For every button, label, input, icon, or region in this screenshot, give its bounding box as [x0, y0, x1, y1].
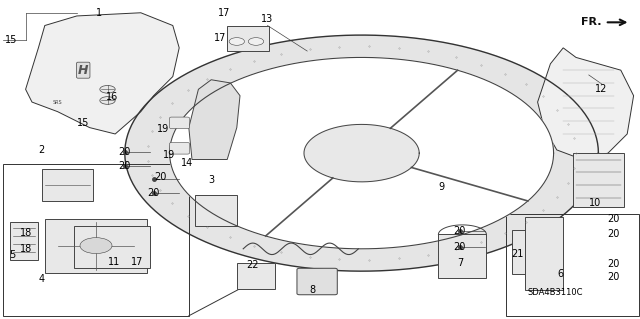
Text: 21: 21 — [511, 249, 524, 259]
Text: 14: 14 — [180, 158, 193, 168]
Text: SDA4B3110C: SDA4B3110C — [528, 288, 584, 297]
Text: 18: 18 — [19, 228, 32, 238]
Text: 20: 20 — [147, 188, 160, 198]
Text: 20: 20 — [118, 161, 131, 171]
Text: 20: 20 — [154, 172, 166, 182]
Text: 18: 18 — [19, 244, 32, 255]
Circle shape — [100, 97, 115, 104]
Text: 7: 7 — [458, 258, 464, 268]
Polygon shape — [10, 222, 38, 260]
Polygon shape — [45, 219, 147, 273]
FancyBboxPatch shape — [170, 117, 189, 129]
Polygon shape — [195, 195, 237, 226]
Text: 20: 20 — [453, 226, 466, 236]
Polygon shape — [304, 124, 419, 182]
Bar — [506, 214, 639, 316]
Text: 16: 16 — [106, 92, 118, 102]
Text: 3: 3 — [208, 175, 214, 185]
Text: 17: 17 — [131, 257, 143, 267]
Text: 11: 11 — [108, 257, 120, 267]
Polygon shape — [512, 230, 544, 274]
Text: 19: 19 — [163, 150, 175, 160]
Polygon shape — [573, 153, 624, 207]
Text: 15: 15 — [77, 118, 90, 128]
Polygon shape — [170, 57, 554, 249]
Text: 19: 19 — [157, 124, 170, 134]
Text: 17: 17 — [214, 33, 227, 43]
Text: 12: 12 — [595, 84, 608, 94]
FancyBboxPatch shape — [170, 143, 189, 154]
Text: 6: 6 — [557, 269, 563, 279]
Text: 1: 1 — [96, 8, 102, 18]
Text: 4: 4 — [38, 274, 45, 284]
Text: 13: 13 — [261, 14, 274, 24]
Text: 20: 20 — [607, 271, 620, 282]
Bar — [3, 164, 189, 316]
Text: 20: 20 — [118, 146, 131, 157]
Text: 22: 22 — [246, 260, 259, 270]
Circle shape — [80, 238, 112, 254]
Text: 9: 9 — [438, 182, 445, 192]
Text: FR.: FR. — [581, 17, 602, 27]
Polygon shape — [237, 263, 275, 289]
Circle shape — [100, 85, 115, 93]
Text: 20: 20 — [607, 228, 620, 239]
Polygon shape — [42, 169, 93, 201]
Polygon shape — [189, 80, 240, 160]
Text: 15: 15 — [5, 35, 18, 45]
Text: 20: 20 — [607, 213, 620, 224]
FancyBboxPatch shape — [297, 268, 337, 295]
Polygon shape — [525, 217, 563, 290]
Polygon shape — [125, 35, 598, 271]
Circle shape — [229, 38, 244, 45]
Text: 5: 5 — [10, 250, 16, 260]
Polygon shape — [227, 26, 269, 51]
Polygon shape — [438, 234, 486, 278]
Polygon shape — [74, 226, 150, 268]
Polygon shape — [538, 48, 634, 160]
Text: 20: 20 — [607, 259, 620, 269]
Circle shape — [248, 38, 264, 45]
Text: 10: 10 — [589, 197, 602, 208]
Text: 20: 20 — [453, 242, 466, 252]
Text: SRS: SRS — [52, 100, 63, 105]
Polygon shape — [26, 13, 179, 134]
Text: H: H — [78, 64, 88, 77]
Text: 17: 17 — [218, 8, 230, 18]
Text: 8: 8 — [309, 285, 316, 295]
Text: 2: 2 — [38, 145, 45, 155]
